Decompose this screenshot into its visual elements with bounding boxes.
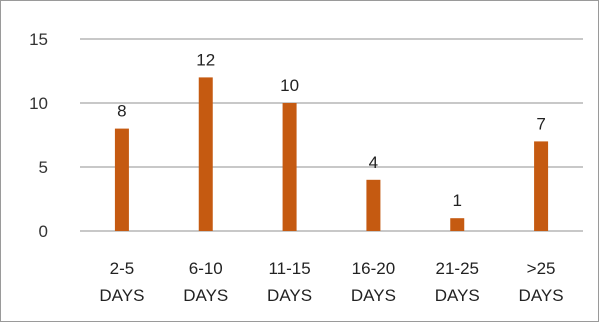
x-category-label: 21-25: [436, 259, 479, 278]
y-axis-ticks: 0 5 10 15: [29, 30, 48, 241]
x-category-label: 16-20: [352, 259, 395, 278]
bar: [198, 77, 213, 232]
x-category-label: 2-5: [110, 259, 135, 278]
data-label: 8: [117, 102, 126, 121]
data-label: 12: [196, 50, 215, 69]
bars: [114, 77, 549, 232]
y-tick-label: 5: [39, 158, 48, 177]
data-label: 1: [453, 191, 462, 210]
data-label: 10: [280, 76, 299, 95]
gridlines: [80, 38, 583, 232]
bar: [366, 179, 381, 231]
y-tick-label: 15: [29, 30, 48, 49]
x-axis-categories: 2-5 DAYS 6-10 DAYS 11-15 DAYS 16-20 DAYS 21-25 DA…: [99, 259, 563, 305]
x-category-label: 11-15: [268, 259, 310, 278]
x-category-label: DAYS: [267, 286, 312, 305]
data-label: 4: [369, 153, 378, 172]
x-category-label: DAYS: [99, 286, 144, 305]
x-category-label: DAYS: [183, 286, 228, 305]
bar: [534, 141, 549, 231]
bar: [282, 103, 297, 231]
data-label: 7: [536, 114, 545, 133]
y-tick-label: 0: [39, 222, 48, 241]
bar: [114, 128, 129, 231]
x-category-label: >25: [527, 259, 556, 278]
bar: [450, 218, 465, 231]
y-tick-label: 10: [29, 94, 48, 113]
data-labels: 8 12 10 4 1 7: [117, 50, 546, 210]
x-category-label: DAYS: [435, 286, 480, 305]
x-category-label: DAYS: [351, 286, 396, 305]
x-category-label: DAYS: [519, 286, 564, 305]
x-category-label: 6-10: [189, 259, 223, 278]
